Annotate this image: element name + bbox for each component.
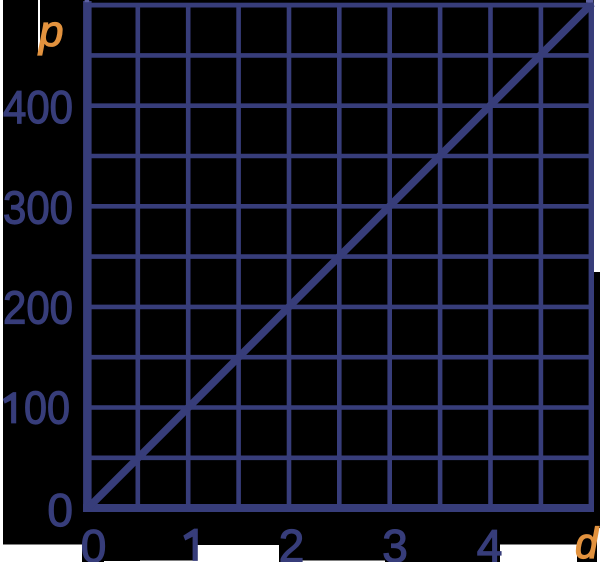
svg-text:3: 3 xyxy=(382,520,408,562)
svg-text:2: 2 xyxy=(279,520,305,562)
svg-text:0: 0 xyxy=(81,520,107,562)
svg-text:00: 00 xyxy=(24,382,70,434)
svg-text:p: p xyxy=(37,7,63,56)
svg-text:200: 200 xyxy=(3,282,73,334)
svg-text:0: 0 xyxy=(47,484,73,536)
svg-text:400: 400 xyxy=(3,81,73,133)
svg-text:300: 300 xyxy=(3,181,73,233)
svg-text:4: 4 xyxy=(477,520,503,562)
svg-text:d: d xyxy=(575,519,599,562)
